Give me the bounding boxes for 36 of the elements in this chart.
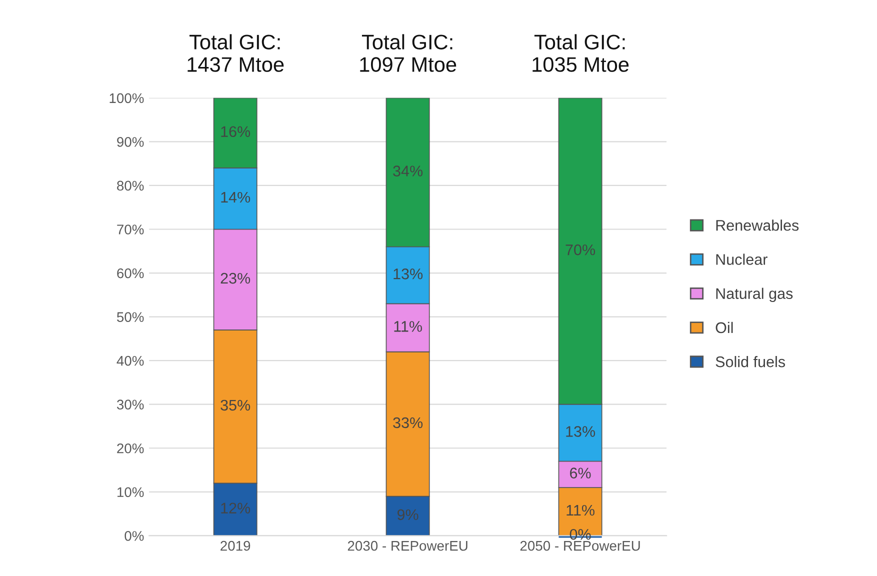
y-tick-label: 80% [117, 180, 144, 191]
text: Total GIC: 1035 Mtoe [532, 34, 629, 72]
data-label: 35% [220, 400, 250, 411]
y-tick-label: 30% [116, 400, 144, 410]
x-tick-label: 2050 - REPowerEU [520, 540, 640, 551]
data-label: 11% [566, 504, 594, 516]
data-label: 70% [566, 244, 596, 256]
text: Total GIC: 1437 Mtoe [188, 34, 284, 72]
data-label: 9% [397, 509, 418, 520]
y-tick-label: 100% [110, 93, 144, 104]
legend-label: Oil [716, 322, 733, 334]
legend-label: Solid fuels [716, 356, 785, 368]
data-label: 6% [570, 468, 591, 478]
x-tick-label: 2030 - REPowerEU [348, 540, 468, 551]
data-label: 13% [394, 268, 423, 280]
data-label: 34% [393, 166, 423, 176]
y-tick-label: 10% [117, 487, 144, 498]
y-tick-label: 50% [116, 312, 144, 322]
data-label: 11% [394, 321, 422, 332]
data-label: 33% [393, 417, 423, 428]
y-tick-label: 20% [117, 443, 144, 454]
data-label: 23% [220, 272, 250, 284]
data-label: 13% [566, 426, 596, 437]
y-tick-label: 40% [116, 356, 144, 366]
y-tick-label: 60% [117, 268, 144, 278]
legend-label: Renewables [716, 220, 799, 231]
data-label: 14% [221, 192, 250, 203]
x-tick-label: 2019 [220, 540, 250, 551]
legend-label: Nuclear [716, 254, 768, 265]
legend-label: Natural gas [716, 288, 793, 302]
y-tick-label: 0% [124, 531, 144, 541]
y-tick-label: 90% [117, 137, 144, 147]
data-label: 16% [221, 126, 250, 138]
data-label: 12% [221, 502, 250, 514]
y-tick-label: 70% [117, 224, 144, 234]
text: Total GIC: 1097 Mtoe [360, 34, 456, 72]
